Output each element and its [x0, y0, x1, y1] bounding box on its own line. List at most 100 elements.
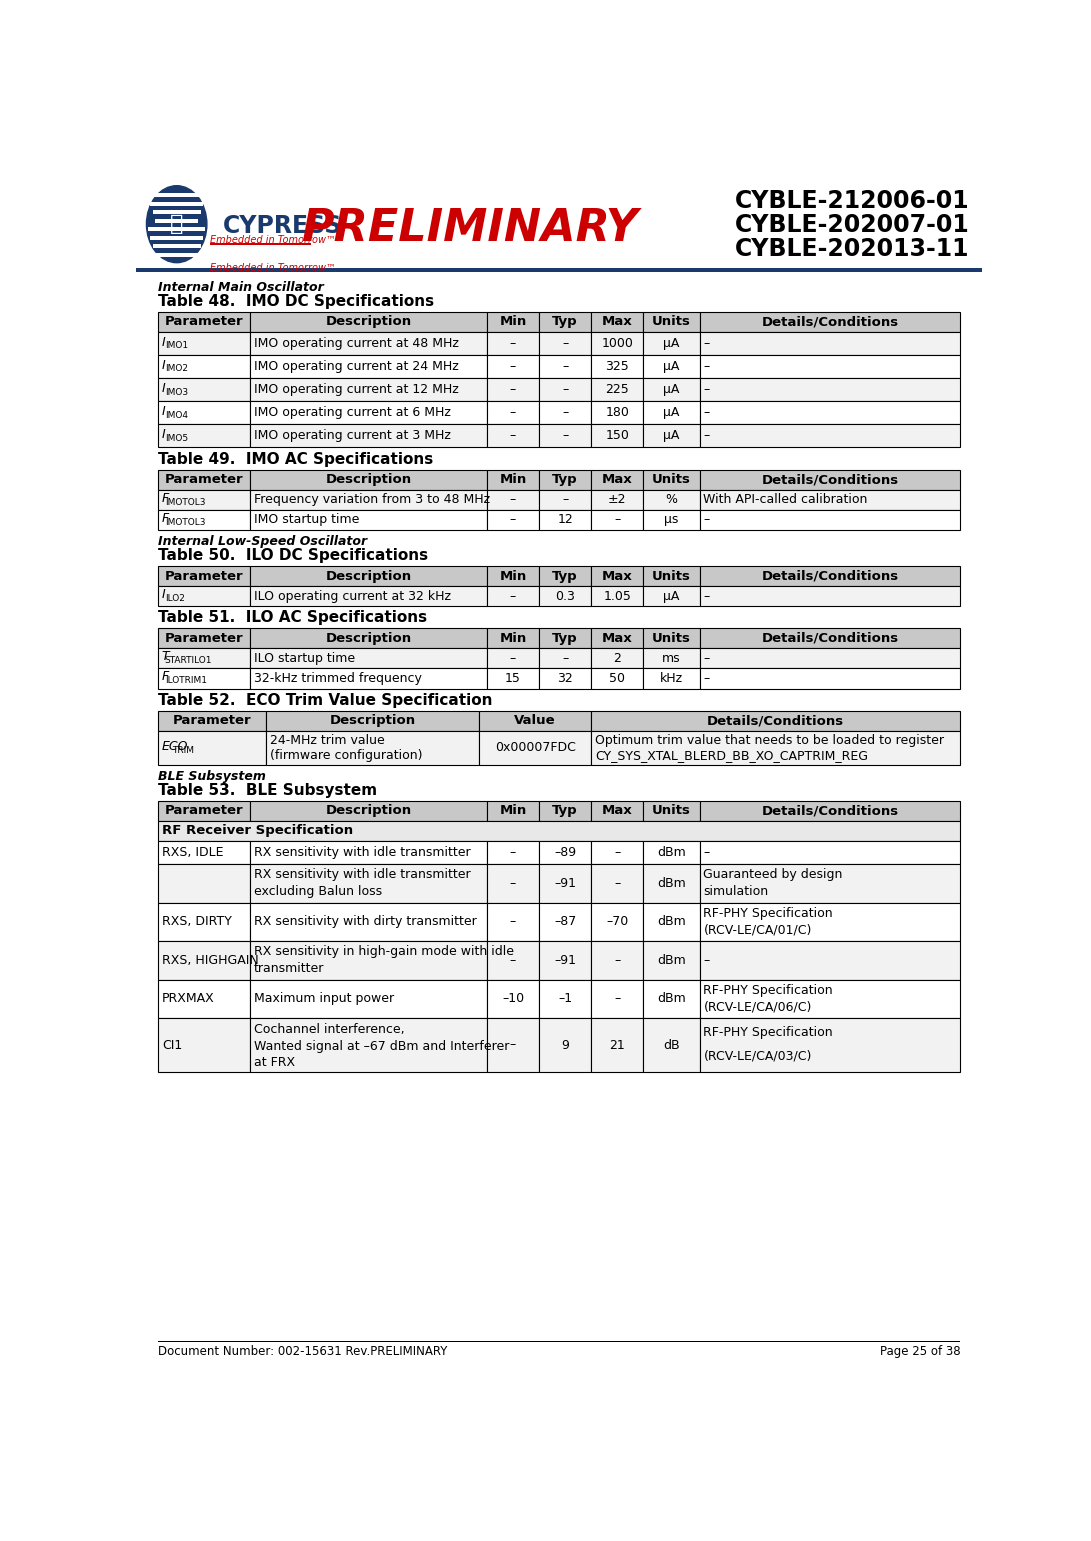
Text: IMO2: IMO2	[165, 365, 188, 373]
Bar	[158, 311, 250, 331]
Bar	[487, 980, 539, 1019]
Text: IMO1: IMO1	[165, 342, 188, 350]
Bar	[158, 378, 250, 401]
Bar	[591, 354, 644, 378]
Text: I: I	[161, 405, 165, 418]
Text: 0.3: 0.3	[555, 590, 575, 603]
Text: CYBLE-202013-11: CYBLE-202013-11	[735, 237, 970, 260]
Text: 🌲: 🌲	[170, 214, 183, 234]
Bar	[487, 669, 539, 689]
Text: ILO startup time: ILO startup time	[254, 652, 356, 666]
Text: 32-kHz trimmed frequency: 32-kHz trimmed frequency	[254, 672, 422, 686]
Text: Cochannel interference,: Cochannel interference,	[254, 1023, 405, 1037]
Text: –: –	[562, 407, 568, 419]
Bar	[699, 865, 960, 903]
Bar	[158, 710, 266, 730]
Text: Typ: Typ	[552, 316, 578, 328]
Bar	[699, 903, 960, 942]
Text: STARTILO1: STARTILO1	[165, 656, 213, 666]
Bar	[250, 1019, 487, 1073]
Bar	[158, 629, 250, 649]
Text: Embedded in Tomorrow™: Embedded in Tomorrow™	[209, 234, 336, 245]
Bar	[250, 331, 487, 354]
Bar	[699, 331, 960, 354]
Text: RXS, HIGHGAIN: RXS, HIGHGAIN	[161, 954, 259, 966]
Bar	[644, 354, 699, 378]
Text: Parameter: Parameter	[165, 316, 243, 328]
Bar	[136, 185, 982, 270]
Bar	[699, 629, 960, 649]
Bar	[644, 470, 699, 490]
Text: ILOTRIM1: ILOTRIM1	[165, 676, 207, 686]
Bar	[487, 649, 539, 669]
Bar	[250, 311, 487, 331]
Bar	[644, 424, 699, 447]
Bar	[158, 821, 960, 841]
Text: –91: –91	[554, 877, 576, 889]
Bar	[158, 424, 250, 447]
Bar	[155, 253, 199, 256]
Text: Description: Description	[329, 715, 416, 727]
Bar	[158, 401, 250, 424]
Bar	[539, 424, 591, 447]
Text: RX sensitivity with idle transmitter: RX sensitivity with idle transmitter	[254, 846, 471, 858]
Bar	[487, 490, 539, 510]
Bar	[158, 510, 250, 530]
Text: Description: Description	[325, 804, 411, 817]
Bar	[644, 401, 699, 424]
Bar	[644, 980, 699, 1019]
Bar	[250, 424, 487, 447]
Text: PRXMAX: PRXMAX	[161, 992, 215, 1005]
Text: Internal Main Oscillator: Internal Main Oscillator	[158, 280, 324, 294]
Text: 12: 12	[558, 513, 573, 527]
Bar	[699, 980, 960, 1019]
Text: IMO4: IMO4	[165, 410, 188, 419]
Text: Min: Min	[500, 473, 527, 487]
Bar	[539, 980, 591, 1019]
Text: ECO: ECO	[161, 740, 188, 752]
Bar	[158, 841, 250, 865]
Bar	[644, 903, 699, 942]
Bar	[155, 219, 199, 222]
Bar	[487, 586, 539, 606]
Text: Description: Description	[325, 316, 411, 328]
Text: Units: Units	[652, 316, 691, 328]
Bar	[539, 586, 591, 606]
Bar	[644, 669, 699, 689]
Bar	[250, 510, 487, 530]
Bar	[539, 401, 591, 424]
Text: dBm: dBm	[657, 846, 686, 858]
Text: Min: Min	[500, 570, 527, 582]
Text: BLE Subsystem: BLE Subsystem	[158, 770, 266, 783]
Text: Details/Conditions: Details/Conditions	[762, 570, 898, 582]
Text: IMO3: IMO3	[165, 387, 188, 396]
Bar	[158, 649, 250, 669]
Text: dBm: dBm	[657, 877, 686, 889]
Text: –: –	[704, 590, 709, 603]
Bar	[487, 801, 539, 821]
Bar	[539, 378, 591, 401]
Text: ILO2: ILO2	[165, 593, 184, 603]
Text: IMO5: IMO5	[165, 433, 188, 442]
Text: μA: μA	[663, 430, 680, 442]
Bar	[699, 378, 960, 401]
Text: –: –	[509, 590, 516, 603]
Bar	[487, 470, 539, 490]
Text: 50: 50	[609, 672, 625, 686]
Text: –: –	[704, 846, 709, 858]
Text: μA: μA	[663, 337, 680, 350]
Bar	[644, 801, 699, 821]
Text: –: –	[562, 493, 568, 507]
Bar	[699, 566, 960, 586]
Text: RX sensitivity with dirty transmitter: RX sensitivity with dirty transmitter	[254, 915, 477, 928]
Bar	[266, 710, 479, 730]
Bar	[591, 710, 960, 730]
Bar	[591, 424, 644, 447]
Bar	[539, 490, 591, 510]
Text: –89: –89	[554, 846, 576, 858]
Text: CYBLE-202007-01: CYBLE-202007-01	[734, 213, 970, 237]
Bar	[487, 378, 539, 401]
Text: ms: ms	[662, 652, 681, 666]
Text: –: –	[509, 384, 516, 396]
Bar	[487, 629, 539, 649]
